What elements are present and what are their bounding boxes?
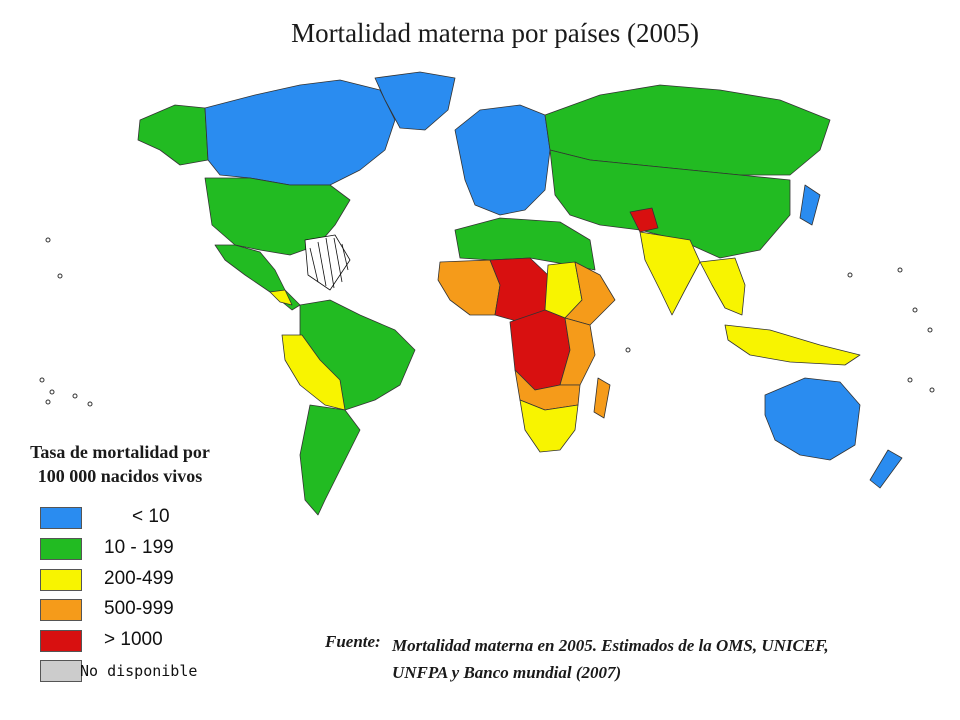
legend-label: < 10: [132, 506, 170, 527]
region-europe: [454, 104, 551, 216]
map-title: Mortalidad materna por países (2005): [291, 18, 699, 48]
region-japan: [799, 184, 821, 226]
legend-label: 200-499: [104, 568, 174, 589]
legend-item: 200-499: [40, 568, 240, 591]
region-west-africa: [437, 259, 501, 316]
region-australia: [764, 377, 861, 461]
region-india: [639, 231, 701, 316]
region-south-america-south: [299, 404, 361, 516]
region-southern-africa: [519, 399, 579, 453]
region-alaska: [137, 104, 209, 166]
source-line2: UNFPA y Banco mundial (2007): [392, 663, 622, 682]
legend-item: > 1000: [40, 629, 240, 652]
legend-swatch: [40, 569, 82, 591]
caribbean-hatch: [309, 237, 349, 289]
region-central-asia: [549, 149, 791, 259]
region-southeast-asia: [699, 257, 746, 316]
legend-swatch: [40, 599, 82, 621]
legend-swatch: [40, 660, 82, 682]
source-text: Mortalidad materna en 2005. Estimados de…: [392, 632, 892, 686]
region-greenland: [374, 71, 456, 131]
legend-label: > 1000: [104, 629, 163, 650]
region-usa: [204, 177, 351, 256]
region-madagascar: [593, 377, 611, 419]
legend-label: 500-999: [104, 598, 174, 619]
region-afghanistan: [629, 207, 659, 233]
source-line1: Mortalidad materna en 2005. Estimados de…: [392, 636, 829, 655]
region-caribbean: [304, 234, 351, 291]
source-label: Fuente:: [325, 632, 381, 651]
legend-title-line1: Tasa de mortalidad por: [30, 442, 210, 462]
legend-title: Tasa de mortalidad por 100 000 nacidos v…: [12, 440, 228, 488]
legend-swatch: [40, 538, 82, 560]
legend-item: 500-999: [40, 598, 240, 621]
legend-item: No disponible: [40, 660, 240, 682]
legend-label: No disponible: [80, 662, 198, 680]
region-indonesia: [724, 324, 861, 366]
pacific-islands: [39, 237, 935, 407]
legend-swatch: [40, 507, 82, 529]
region-canada: [204, 79, 396, 186]
legend-swatch: [40, 630, 82, 652]
region-new-zealand: [869, 449, 903, 489]
region-guatemala: [269, 289, 293, 306]
legend-title-line2: 100 000 nacidos vivos: [37, 466, 203, 486]
legend-label: 10 - 199: [104, 537, 174, 558]
legend-item: < 10: [40, 506, 240, 529]
legend-item: 10 - 199: [40, 537, 240, 560]
